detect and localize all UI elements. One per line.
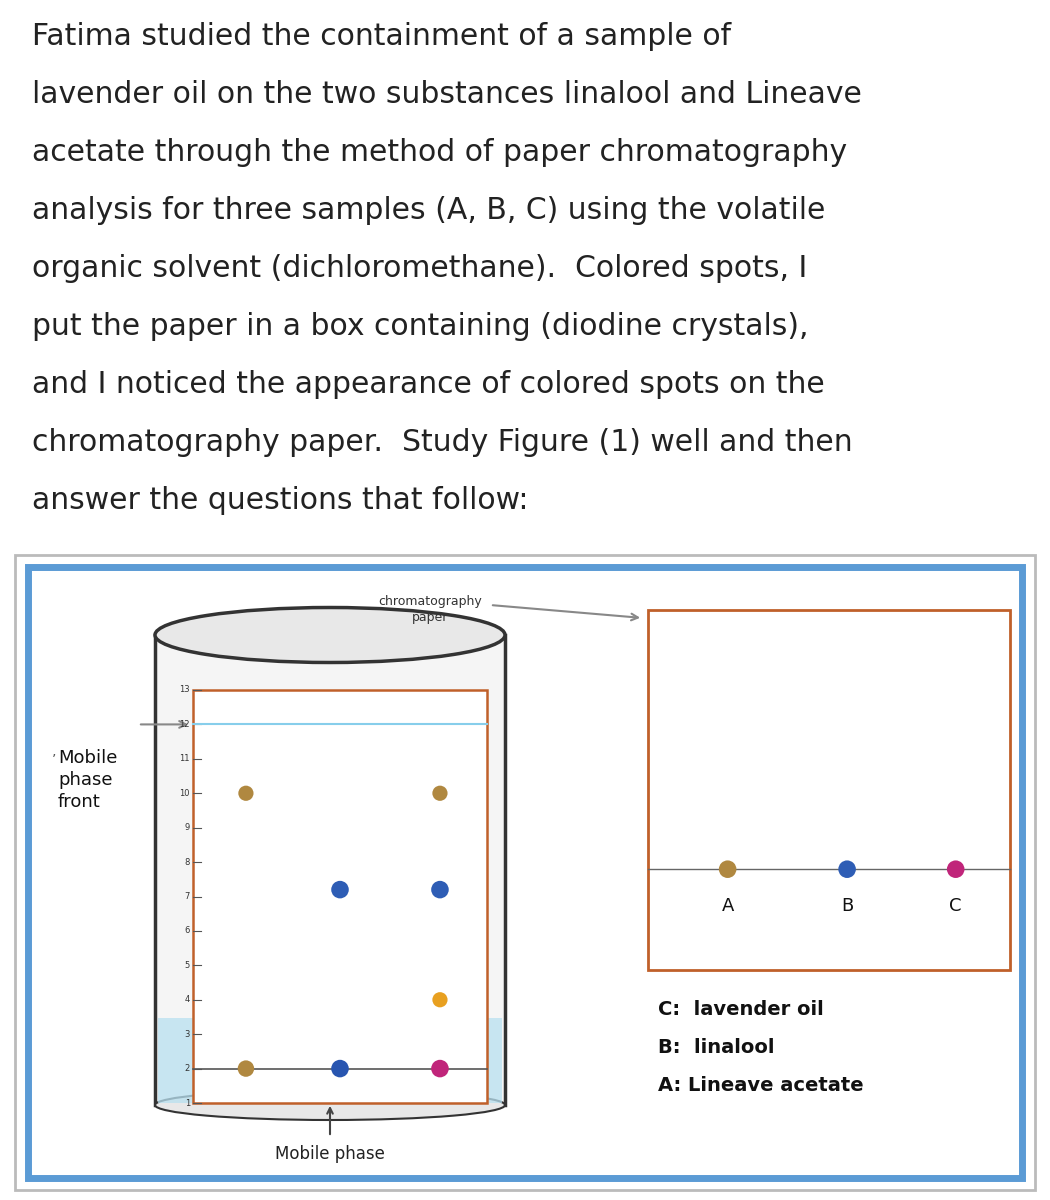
Text: analysis for three samples (A, B, C) using the volatile: analysis for three samples (A, B, C) usi…: [32, 197, 825, 226]
Text: Mobile phase: Mobile phase: [275, 1145, 385, 1163]
Point: [839, 859, 856, 878]
Bar: [158, 1018, 502, 1103]
Text: chromatography
paper: chromatography paper: [378, 595, 482, 624]
Text: 13: 13: [180, 685, 190, 695]
Text: acetate through the method of paper chromatography: acetate through the method of paper chro…: [32, 138, 846, 168]
Point: [432, 880, 448, 899]
Bar: [193, 690, 487, 1103]
Text: put the paper in a box containing (diodine crystals),: put the paper in a box containing (diodi…: [32, 312, 808, 342]
Text: B:  linalool: B: linalool: [658, 1038, 775, 1057]
Text: chromatography paper.  Study Figure (1) well and then: chromatography paper. Study Figure (1) w…: [32, 428, 853, 457]
Text: 1: 1: [185, 1098, 190, 1108]
Text: Mobile
phase
front: Mobile phase front: [58, 749, 118, 811]
Point: [432, 1058, 448, 1078]
Text: C:  lavender oil: C: lavender oil: [658, 1000, 824, 1019]
Point: [947, 859, 964, 878]
Text: organic solvent (dichloromethane).  Colored spots, I: organic solvent (dichloromethane). Color…: [32, 254, 806, 283]
Text: Fatima studied the containment of a sample of: Fatima studied the containment of a samp…: [32, 23, 731, 52]
Text: and I noticed the appearance of colored spots on the: and I noticed the appearance of colored …: [32, 371, 824, 400]
Text: ’: ’: [52, 754, 57, 767]
Ellipse shape: [155, 607, 505, 662]
Text: 9: 9: [185, 823, 190, 832]
Text: A: Lineave acetate: A: Lineave acetate: [658, 1076, 863, 1094]
Text: 10: 10: [180, 788, 190, 798]
Text: 8: 8: [185, 858, 190, 866]
Text: lavender oil on the two substances linalool and Lineave: lavender oil on the two substances linal…: [32, 80, 861, 109]
Text: 4: 4: [185, 995, 190, 1004]
Bar: [648, 610, 1010, 970]
Text: 11: 11: [180, 755, 190, 763]
Point: [332, 1058, 349, 1078]
Point: [237, 1058, 254, 1078]
Text: 5: 5: [185, 961, 190, 970]
Text: 7: 7: [185, 892, 190, 901]
Ellipse shape: [155, 1090, 505, 1120]
Point: [332, 880, 349, 899]
Point: [237, 784, 254, 803]
Text: 12: 12: [180, 720, 190, 728]
Text: 3: 3: [185, 1030, 190, 1039]
Point: [719, 859, 736, 878]
Text: C: C: [949, 898, 962, 916]
Point: [432, 990, 448, 1009]
Text: 2: 2: [185, 1064, 190, 1073]
Text: 6: 6: [185, 926, 190, 936]
Text: B: B: [841, 898, 854, 916]
Text: answer the questions that follow:: answer the questions that follow:: [32, 486, 528, 516]
Bar: [155, 635, 505, 1105]
Text: A: A: [721, 898, 734, 916]
Point: [432, 784, 448, 803]
